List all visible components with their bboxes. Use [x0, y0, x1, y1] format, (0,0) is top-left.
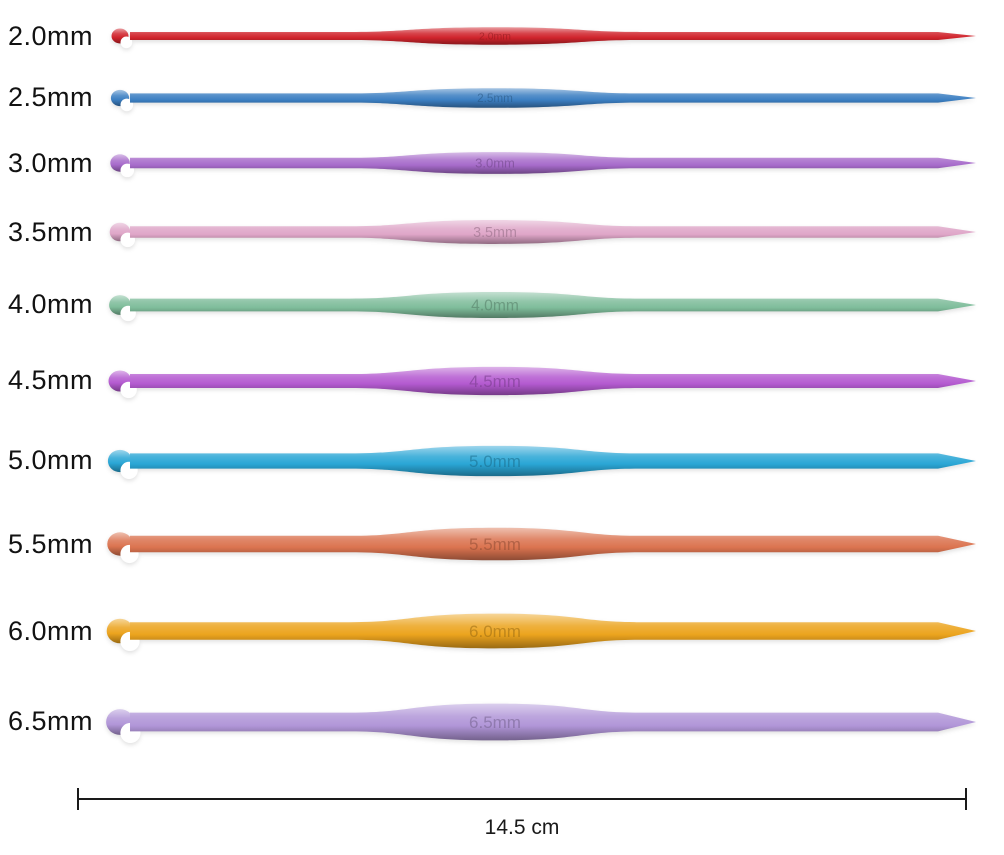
crochet-hook-image: 2.0mm — [100, 8, 1004, 64]
dimension-horizontal-line — [77, 797, 967, 800]
hook-body — [130, 527, 976, 561]
hook-size-label: 5.0mm — [8, 445, 94, 476]
hook-row: 3.5mm 3.5mm — [0, 197, 1004, 268]
crochet-hook-image: 3.5mm — [100, 204, 1004, 260]
crochet-hook-svg: 3.0mm — [110, 152, 976, 178]
hook-rows: 2.0mm 2.0mm 2.5mm 2.5mm 3.0mm 3.0mm 3.5m… — [0, 6, 1004, 768]
hook-row: 6.5mm 6.5mm — [0, 676, 1004, 768]
crochet-hook-image: 3.0mm — [100, 135, 1004, 191]
crochet-hook-svg: 6.0mm — [106, 613, 976, 652]
dimension-line — [77, 787, 967, 810]
hook-size-label: 2.0mm — [8, 20, 94, 51]
hook-row: 2.5mm 2.5mm — [0, 66, 1004, 130]
crochet-hook-image: 5.5mm — [100, 516, 1004, 572]
hook-body — [130, 703, 976, 741]
hook-size-label: 6.0mm — [8, 615, 94, 646]
hook-size-label: 3.0mm — [8, 147, 94, 178]
crochet-hook-svg: 3.5mm — [109, 220, 976, 248]
hook-throat-notch — [120, 36, 133, 49]
hook-size-label: 2.5mm — [8, 82, 94, 113]
hook-size-label: 3.5mm — [8, 216, 94, 247]
crochet-hook-svg: 4.0mm — [109, 291, 976, 321]
crochet-hook-image: 6.0mm — [100, 603, 1004, 659]
hook-emboss-text: 3.0mm — [475, 156, 515, 171]
hook-emboss-text: 2.0mm — [479, 32, 511, 43]
hook-row: 5.0mm 5.0mm — [0, 420, 1004, 502]
crochet-hook-svg: 2.0mm — [111, 27, 976, 49]
dimension-length-label: 14.5 cm — [484, 815, 560, 839]
hook-emboss-text: 4.0mm — [471, 297, 519, 314]
hook-body — [130, 291, 976, 318]
hook-emboss-text: 3.5mm — [473, 225, 517, 241]
crochet-hook-svg: 4.5mm — [108, 366, 976, 399]
hook-throat-notch — [120, 98, 134, 111]
crochet-hook-image: 5.0mm — [100, 433, 1004, 489]
hook-emboss-text: 2.5mm — [477, 92, 513, 105]
hook-row: 4.5mm 4.5mm — [0, 342, 1004, 420]
crochet-hook-svg: 2.5mm — [110, 88, 976, 111]
hook-emboss-text: 5.0mm — [469, 452, 521, 471]
crochet-hook-image: 4.5mm — [100, 353, 1004, 409]
hook-row: 5.5mm 5.5mm — [0, 502, 1004, 587]
hook-size-label: 6.5mm — [8, 706, 94, 737]
hook-body — [130, 366, 976, 396]
crochet-hook-svg: 5.0mm — [107, 445, 976, 479]
hook-size-label: 4.5mm — [8, 365, 94, 396]
hook-emboss-text: 4.5mm — [469, 372, 521, 391]
hook-body — [130, 88, 976, 108]
hook-size-label: 5.5mm — [8, 528, 94, 559]
hook-emboss-text: 6.5mm — [469, 713, 521, 732]
hook-emboss-text: 5.5mm — [469, 535, 521, 554]
hook-body — [130, 27, 976, 45]
hook-row: 4.0mm 4.0mm — [0, 268, 1004, 342]
hook-body — [130, 613, 976, 649]
crochet-hook-image: 2.5mm — [100, 70, 1004, 126]
hook-body — [130, 220, 976, 245]
hook-emboss-text: 6.0mm — [469, 622, 521, 641]
dimension-indicator: 14.5 cm — [77, 787, 967, 840]
crochet-hook-image: 6.5mm — [100, 694, 1004, 750]
hook-body — [130, 445, 976, 476]
crochet-hook-image: 4.0mm — [100, 277, 1004, 333]
dimension-right-tick — [965, 787, 967, 810]
hook-row: 6.0mm 6.0mm — [0, 587, 1004, 676]
hook-size-label: 4.0mm — [8, 289, 94, 320]
hook-row: 2.0mm 2.0mm — [0, 6, 1004, 66]
crochet-hook-svg: 6.5mm — [106, 703, 976, 743]
crochet-hook-svg: 5.5mm — [107, 527, 976, 564]
hook-body — [130, 152, 976, 175]
hook-row: 3.0mm 3.0mm — [0, 130, 1004, 197]
